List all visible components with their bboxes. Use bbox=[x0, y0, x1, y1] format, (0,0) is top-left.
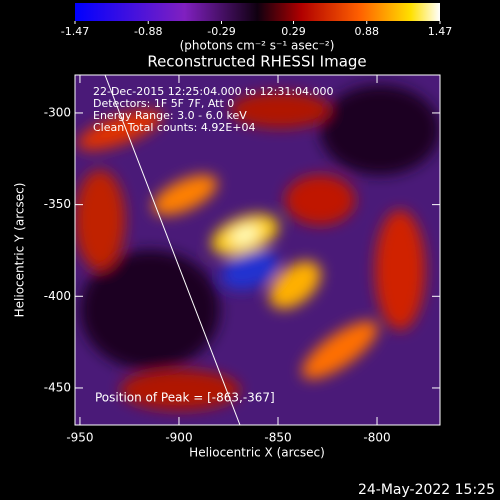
y-tick-label: -400 bbox=[44, 289, 71, 303]
y-tick-label: -350 bbox=[44, 197, 71, 211]
x-tick-label: -900 bbox=[165, 431, 192, 445]
x-tick-label: -950 bbox=[66, 431, 93, 445]
colorbar-tick-label: -0.29 bbox=[207, 25, 235, 38]
y-tick-label: -450 bbox=[44, 380, 71, 394]
image bbox=[75, 75, 440, 425]
plot-frame bbox=[74, 74, 441, 426]
annotation: Energy Range: 3.0 - 6.0 keV bbox=[93, 109, 247, 122]
colorbar-label: (photons cm⁻² s⁻¹ asec⁻²) bbox=[180, 39, 335, 53]
annotation: Detectors: 1F 5F 7F, Att 0 bbox=[93, 97, 234, 110]
colorbar-tick-label: 1.47 bbox=[428, 25, 453, 38]
peak-label: Position of Peak = [-863,-367] bbox=[95, 391, 275, 405]
timestamp: 24-May-2022 15:25 bbox=[358, 482, 495, 498]
x-tick-label: -850 bbox=[264, 431, 291, 445]
colorbar bbox=[75, 3, 440, 21]
colorbar-tick-label: 0.29 bbox=[281, 25, 306, 38]
y-tick-label: -300 bbox=[44, 105, 71, 119]
annotation: Clean Total counts: 4.92E+04 bbox=[93, 121, 256, 134]
chart-title: Reconstructed RHESSI Image bbox=[147, 53, 366, 71]
colorbar-tick-label: 0.88 bbox=[355, 25, 380, 38]
y-axis-label: Heliocentric Y (arcsec) bbox=[13, 183, 27, 318]
annotation: 22-Dec-2015 12:25:04.000 to 12:31:04.000 bbox=[93, 85, 334, 98]
colorbar-tick-label: -1.47 bbox=[61, 25, 89, 38]
x-axis-label: Heliocentric X (arcsec) bbox=[189, 446, 325, 460]
colorbar-tick-label: -0.88 bbox=[134, 25, 162, 38]
x-tick-label: -800 bbox=[363, 431, 390, 445]
